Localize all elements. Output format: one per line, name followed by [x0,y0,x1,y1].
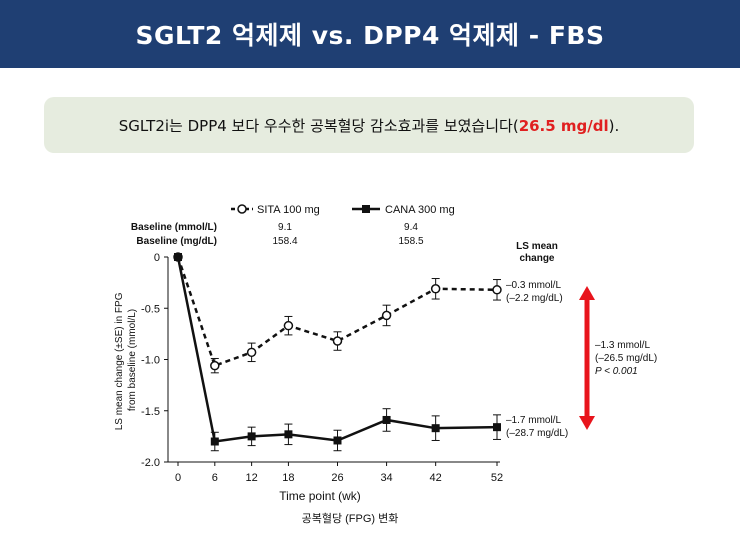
series-layer [173,252,502,452]
x-tick-label: 18 [282,472,294,484]
data-point-circle [430,284,441,294]
title-bar: SGLT2 억제제 vs. DPP4 억제제 - FBS [0,0,740,68]
y-tick-label: 0 [154,252,160,264]
sita-change-mmol: –0.3 mmol/L [506,280,561,291]
page-title: SGLT2 억제제 vs. DPP4 억제제 - FBS [135,21,605,50]
y-axis-label-line2: from baseline (mmol/L) [127,309,138,411]
cana-change-mmol: –1.7 mmol/L [506,415,561,426]
legend: SITA 100 mg CANA 300 mg [231,204,455,216]
difference-mgdl: (–26.5 mg/dL) [595,353,657,364]
x-tick-label: 12 [245,472,257,484]
callout-box: SGLT2i는 DPP4 보다 우수한 공복혈당 감소효과를 보였습니다(26.… [44,97,694,153]
data-point-square [431,424,440,433]
data-point-square [174,253,182,261]
y-axis-label-line1: LS mean change (±SE) in FPG [114,292,125,430]
ls-mean-header-2: change [519,253,554,264]
x-ticks: 0 6 12 18 26 34 42 52 [175,462,503,484]
x-tick-label: 0 [175,472,181,484]
legend-sita-label: SITA 100 mg [257,204,320,216]
baseline-cana-mgdl: 158.5 [398,236,423,247]
x-tick-label: 52 [491,472,503,484]
data-point-circle [492,285,502,295]
data-point-square [210,437,219,446]
baseline-sita-mmol: 9.1 [278,222,292,233]
difference-p-value: P < 0.001 [595,366,638,377]
legend-cana-label: CANA 300 mg [385,204,455,216]
series-line-0 [176,256,498,368]
data-point-square [333,436,342,445]
baseline-mgdl-label: Baseline (mg/dL) [136,236,217,247]
data-point-circle [381,310,392,321]
figure-caption: 공복혈당 (FPG) 변화 [302,511,399,525]
sita-change-mgdl: (–2.2 mg/dL) [506,293,563,304]
x-tick-label: 26 [331,472,343,484]
y-ticks: 0 -0.5 -1.0 -1.5 -2.0 [141,252,168,469]
x-tick-label: 42 [430,472,442,484]
data-point-circle [332,336,343,346]
y-tick-label: -2.0 [141,457,160,469]
baseline-sita-mgdl: 158.4 [272,236,297,247]
y-tick-label: -1.5 [141,406,160,418]
y-tick-label: -0.5 [141,303,160,315]
x-axis-label: Time point (wk) [279,489,361,503]
series-line-1 [176,256,498,443]
callout-text: SGLT2i는 DPP4 보다 우수한 공복혈당 감소효과를 보였습니다(26.… [119,115,620,136]
data-point-circle [210,360,220,371]
legend-sita-marker [237,204,247,214]
baseline-mmol-label: Baseline (mmol/L) [131,222,217,233]
x-tick-label: 34 [380,472,392,484]
callout-highlight: 26.5 mg/dl [518,116,609,135]
callout-suffix: ). [608,116,620,135]
fpg-chart: SITA 100 mg CANA 300 mg Baseline (mmol/L… [114,204,657,525]
arrow-head-top [579,286,595,300]
baseline-cana-mmol: 9.4 [404,222,418,233]
data-point-square [284,430,293,439]
baseline-table: Baseline (mmol/L) Baseline (mg/dL) 9.1 1… [131,222,424,247]
cana-change-mgdl: (–28.7 mg/dL) [506,428,568,439]
ls-mean-annotations: LS mean change –0.3 mmol/L (–2.2 mg/dL) … [506,241,657,439]
data-point-circle [283,320,294,331]
y-tick-label: -1.0 [141,355,160,367]
legend-cana-marker [362,205,370,213]
callout-prefix: SGLT2i는 DPP4 보다 우수한 공복혈당 감소효과를 보였습니다( [118,116,519,135]
data-point-square [382,415,391,424]
y-axis-label: LS mean change (±SE) in FPG from baselin… [114,290,138,431]
arrow-head-bottom [579,416,595,430]
data-point-circle [246,347,257,358]
x-tick-label: 6 [212,472,218,484]
data-point-square [493,423,501,432]
difference-arrow [579,286,595,430]
ls-mean-header-1: LS mean [516,241,558,252]
difference-mmol: –1.3 mmol/L [595,340,650,351]
data-point-square [247,432,256,441]
